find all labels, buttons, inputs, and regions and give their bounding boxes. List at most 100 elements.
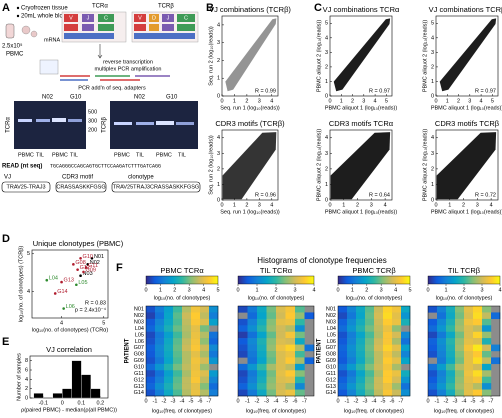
heatmap-cell [392,357,402,365]
density-cloud [330,132,391,200]
heatmap-cell [401,376,411,384]
heatmap-cell [491,344,501,352]
heatmap-cell [374,376,384,384]
density-cloud [222,132,277,200]
colorbar-tick-label: 1 [159,287,162,293]
heatmap-cell [173,389,183,397]
heatmap-cell [338,357,348,365]
x-tick-label: 1 [233,98,236,104]
heatmap-cell [295,325,305,332]
heatmap-cell [338,338,348,345]
heatmap-cell [200,306,210,313]
heatmap-cell [356,363,366,371]
heatmap-cell [182,389,192,397]
y-tick-label: 1 [325,182,328,188]
panel-a: A Cryofrozen tissue 20mL whole blood 2.5… [1,2,201,193]
heatmap-cell [383,383,393,390]
x-tick-label: -1 [345,398,350,404]
heatmap-cell [266,338,277,345]
gene-label: TCRα [92,4,108,10]
heatmap-cell [383,357,393,365]
x-tick-label: -7 [399,398,404,404]
y-axis-label: PBMC aliquot 2 (log₁₀(reads)) [422,129,428,201]
point [79,257,82,260]
y-axis-label: Seq. run 2 (log₁₀(reads)) [208,26,214,86]
colorbar-label: log₁₀(no. of clonotypes) [248,295,305,301]
heatmap-cell [276,363,286,371]
heatmap-cell [446,325,456,332]
y-tick-label: 8 [25,358,28,364]
heatmap-cell [266,325,277,332]
cell-icon [30,30,38,38]
heatmap-cell [491,357,501,365]
point-label: L04 [49,276,58,282]
x-tick-label: 5 [102,320,105,326]
heatmap-cell [182,383,192,390]
lane-label: TIL [136,152,144,158]
x-axis-label: PBMC aliquot 1 (log₁₀(reads)) [431,105,502,111]
heatmap-cell [446,376,456,384]
x-tick-label: 0 [434,202,437,208]
heatmap-cell [464,338,474,345]
heatmap-cell [473,312,483,320]
heatmap-cell [365,331,375,339]
heatmap-cell [392,376,402,384]
heatmap-cell [209,357,219,365]
plot-frame [435,129,499,201]
heatmap-cell [464,306,474,313]
x-tick-label: 1 [233,202,236,208]
heatmap-cell [146,338,156,345]
heatmap-cell [238,318,248,326]
heatmap-cell [446,351,456,358]
heatmap-cell [155,318,165,326]
y-tick-label: 1 [325,79,328,85]
heatmap-cell [473,370,483,377]
row-label: G09 [326,358,336,364]
heatmap-cell [276,338,286,345]
x-tick-label: 4 [270,98,273,104]
heatmap-cell [338,325,348,332]
x-axis-label: log₁₀(no. of clonotypes) (TCRα) [32,327,109,333]
heatmap-cell [437,344,447,352]
heatmap-cell [257,363,267,371]
heatmap-cell [200,351,210,358]
row-label: G11 [326,371,336,377]
x-tick-label: -6 [480,398,485,404]
heatmap-cell [200,370,210,377]
x-axis-label: log₁₀(freq. of clonotypes) [152,408,212,414]
y-tick-label: 0 [431,197,434,203]
heatmap-cell [146,331,156,339]
density-cloud [225,18,277,92]
heatmap-cell [164,357,174,365]
heatmap-cell [276,331,286,339]
heatmap-cell [347,383,357,390]
point [76,268,79,271]
heatmap-cell [285,312,296,320]
heatmap-cell [304,344,315,352]
colorbar-tick-label: 0 [236,287,239,293]
heatmap-cell [464,376,474,384]
colorbar-tick-label: 5 [216,287,219,293]
heatmap-cell [155,383,165,390]
heatmap-cell [428,325,438,332]
heatmap-cell [155,357,165,365]
x-tick-label: -7 [489,398,494,404]
heatmap-cell [155,370,165,377]
heatmap-cell [473,383,483,390]
x-tick-label: -7 [302,398,307,404]
heatmap-cell [482,306,492,313]
heatmap-cell [209,376,219,384]
heatmap-cell [285,376,296,384]
point-label: G08 [75,260,85,266]
heatmap-cell [209,383,219,390]
heatmap-cell [285,363,296,371]
heatmap-cell [365,389,375,397]
x-tick-label: 0 [220,98,223,104]
point-label: G10 [83,254,93,260]
heatmap-cell [473,325,483,332]
y-tick-label: 2 [431,166,434,172]
heatmap-cell [266,331,277,339]
field-value: TRAV25TRAJ3CRASSASKKFGSG [113,184,199,190]
heatmap-cell [482,338,492,345]
heatmap-cell [276,389,286,397]
